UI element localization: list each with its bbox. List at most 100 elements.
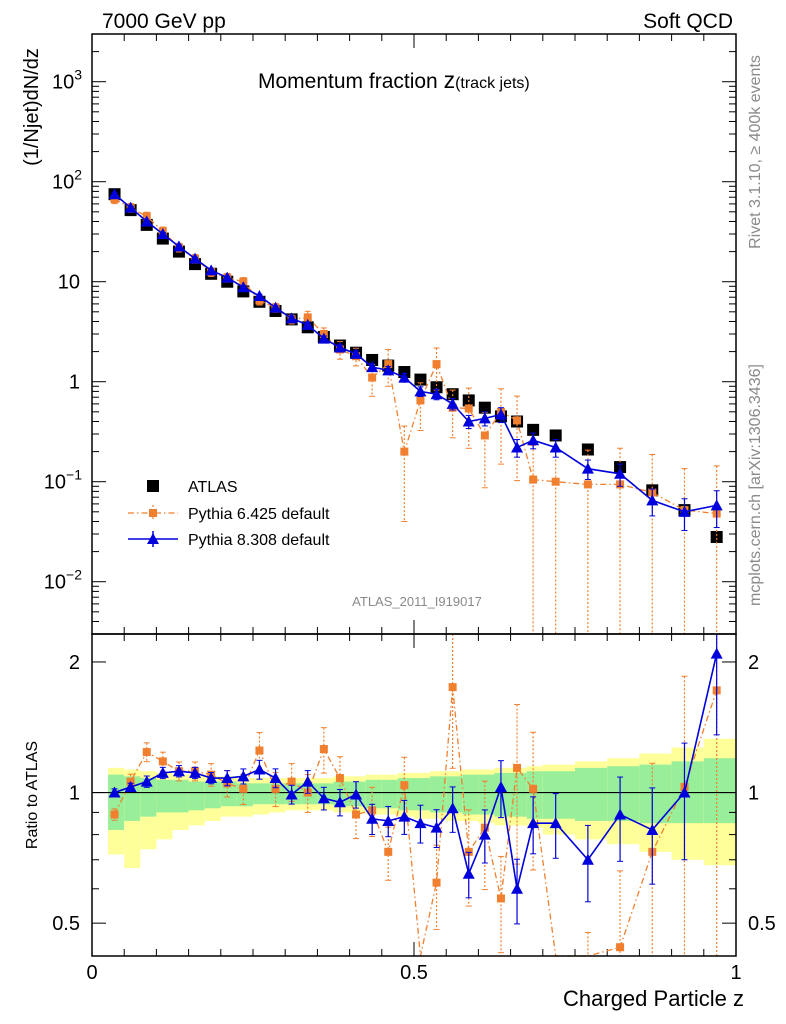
data-point [172, 765, 185, 777]
plot-title-sub: (track jets) [455, 75, 530, 92]
data-point [108, 188, 121, 200]
data-point [237, 770, 250, 782]
data-point [205, 264, 218, 276]
data-point [140, 775, 153, 787]
legend: ATLAS Pythia 6.425 default Pythia 8.308 … [128, 479, 330, 549]
data-point [583, 480, 592, 489]
band-green [204, 781, 221, 809]
band-green [172, 779, 189, 813]
data-point [333, 341, 346, 353]
data-point [480, 431, 489, 440]
legend-py8-marker [147, 533, 159, 544]
ratio-ylabel: Ratio to ATLAS [24, 741, 41, 849]
data-point [285, 312, 298, 324]
data-point [350, 788, 363, 800]
data-point [462, 867, 475, 879]
data-point [710, 647, 723, 659]
y-tick-label: 103 [52, 67, 82, 94]
band-green [462, 774, 479, 815]
x-tick-label: 1 [730, 962, 741, 984]
data-point [432, 360, 441, 369]
band-green [703, 758, 736, 824]
data-point [464, 847, 473, 856]
analysis-label: ATLAS_2011_I919017 [352, 594, 482, 609]
data-point [478, 412, 491, 424]
data-point [529, 475, 538, 484]
mcplots-label: mcplots.cern.ch [arXiv:1306.3436] [747, 364, 764, 606]
data-point [189, 766, 202, 778]
data-point [496, 894, 505, 903]
data-point [527, 817, 540, 829]
ratio-y-tick-label-right: 1 [748, 783, 759, 805]
x-tick-label: 0 [86, 962, 97, 984]
data-point [189, 252, 202, 264]
data-point [319, 745, 328, 754]
band-green [414, 778, 431, 811]
data-point [400, 447, 409, 456]
legend-atlas-marker [147, 480, 159, 492]
data-point [301, 318, 314, 330]
band-green [575, 767, 608, 821]
data-point [333, 796, 346, 808]
data-point [400, 781, 409, 790]
data-point [614, 808, 627, 820]
atlas-point [549, 429, 562, 442]
data-point [271, 784, 280, 793]
data-point [352, 810, 361, 819]
data-point [108, 786, 121, 798]
data-point [205, 772, 218, 784]
plot-title-var: z [444, 67, 456, 93]
data-point [494, 780, 507, 792]
data-point [384, 847, 393, 856]
data-point [366, 361, 379, 373]
data-point [221, 772, 234, 784]
data-point [253, 289, 266, 301]
data-point [646, 823, 659, 835]
data-point [462, 415, 475, 427]
data-point [287, 777, 296, 786]
series-line [114, 193, 717, 513]
data-point [527, 434, 540, 446]
y-tick-label: 10−2 [44, 567, 82, 594]
data-point [368, 373, 377, 382]
y-tick-label: 102 [52, 167, 82, 194]
data-point [513, 416, 522, 425]
atlas-point [478, 401, 491, 414]
data-point [156, 228, 169, 239]
band-green [639, 764, 672, 824]
data-point [335, 774, 344, 783]
data-point [446, 802, 459, 814]
data-point [140, 215, 153, 227]
band-green [156, 779, 173, 813]
data-point [448, 683, 457, 692]
data-point [430, 821, 443, 833]
data-point [549, 817, 562, 829]
data-point [581, 853, 594, 865]
data-point [124, 780, 137, 792]
data-point [478, 828, 491, 840]
xlabel: Charged Particle z [563, 986, 744, 1011]
data-point [382, 814, 395, 826]
data-point [317, 792, 330, 804]
data-point [350, 347, 363, 359]
atlas-point [581, 443, 594, 456]
energy-label: 7000 GeV pp [102, 10, 226, 33]
data-point [432, 878, 441, 887]
data-point [678, 786, 691, 798]
data-point [221, 271, 234, 283]
ratio-y-tick-label-right: 2 [748, 652, 759, 674]
series-line [114, 198, 717, 515]
atlas-point [710, 530, 723, 543]
band-green [607, 766, 640, 821]
data-point [237, 281, 250, 293]
process-label: Soft QCD [643, 10, 733, 33]
band-green [446, 776, 463, 813]
band-green [381, 779, 398, 809]
data-point [301, 775, 314, 787]
ratio-uncertainty-bands [92, 738, 736, 869]
data-point [269, 772, 282, 784]
data-point [614, 467, 627, 479]
data-point [414, 817, 427, 829]
data-point [430, 388, 443, 400]
